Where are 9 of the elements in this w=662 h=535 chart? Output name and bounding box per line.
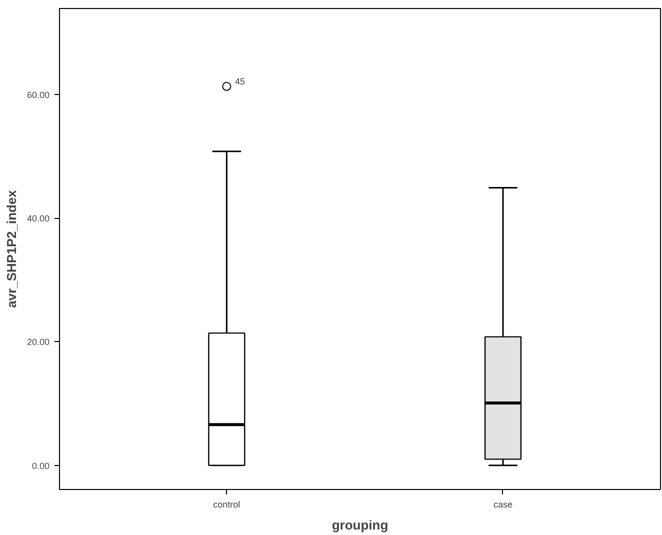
x-axis-title: grouping <box>332 518 388 532</box>
annotation: 45 <box>234 76 245 86</box>
y-tick-label: 0.00 <box>32 460 50 471</box>
x-tick-label: control <box>213 500 240 510</box>
y-tick-label: 40.00 <box>26 214 50 224</box>
x-tick-label: case <box>493 500 513 510</box>
y-axis-title: avr_SHP1P2_index <box>4 189 19 308</box>
y-tick-label: 60.00 <box>26 90 50 100</box>
y-tick-label: 20.00 <box>26 337 50 348</box>
